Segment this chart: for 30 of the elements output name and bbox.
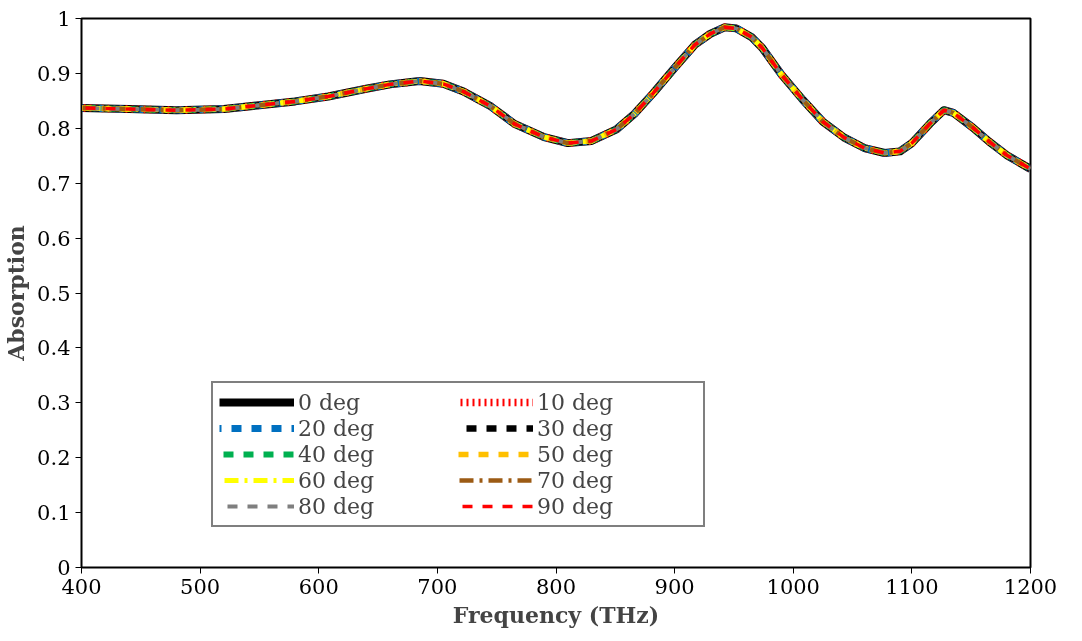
legend-label: 20 deg bbox=[298, 415, 376, 441]
legend-label: 0 deg bbox=[298, 389, 362, 415]
legend-label: 50 deg bbox=[537, 441, 615, 467]
x-tick-label: 1000 bbox=[766, 574, 820, 599]
y-tick-label: 1 bbox=[57, 7, 71, 31]
x-tick-label: 900 bbox=[654, 574, 695, 599]
x-tick-label: 1200 bbox=[1003, 574, 1058, 599]
legend-label: 10 deg bbox=[537, 389, 615, 415]
x-tick-label: 1100 bbox=[885, 574, 939, 599]
legend-label: 80 deg bbox=[298, 493, 376, 519]
y-tick-label: 0.9 bbox=[37, 61, 71, 86]
x-axis-title: Frequency (THz) bbox=[452, 601, 660, 628]
y-tick-label: 0.1 bbox=[37, 501, 71, 526]
legend-label: 30 deg bbox=[537, 415, 615, 441]
y-tick-label: 0.2 bbox=[37, 446, 71, 471]
x-tick-label: 600 bbox=[298, 574, 339, 599]
x-tick-label: 800 bbox=[535, 574, 577, 599]
y-tick-label: 0.8 bbox=[37, 116, 71, 141]
x-tick-label: 500 bbox=[180, 574, 221, 599]
y-tick-label: 0.3 bbox=[37, 391, 71, 416]
y-tick-label: 0.7 bbox=[37, 171, 71, 196]
y-tick-label: 0.6 bbox=[37, 226, 71, 251]
y-axis-title: Absorption bbox=[3, 225, 30, 362]
legend-label: 70 deg bbox=[537, 467, 615, 493]
legend-label: 60 deg bbox=[298, 467, 376, 493]
legend-label: 90 deg bbox=[537, 493, 615, 519]
y-tick-label: 0.4 bbox=[37, 336, 71, 361]
y-tick-label: 0.5 bbox=[37, 281, 71, 306]
x-tick-label: 700 bbox=[417, 574, 458, 599]
legend-label: 40 deg bbox=[298, 441, 376, 467]
